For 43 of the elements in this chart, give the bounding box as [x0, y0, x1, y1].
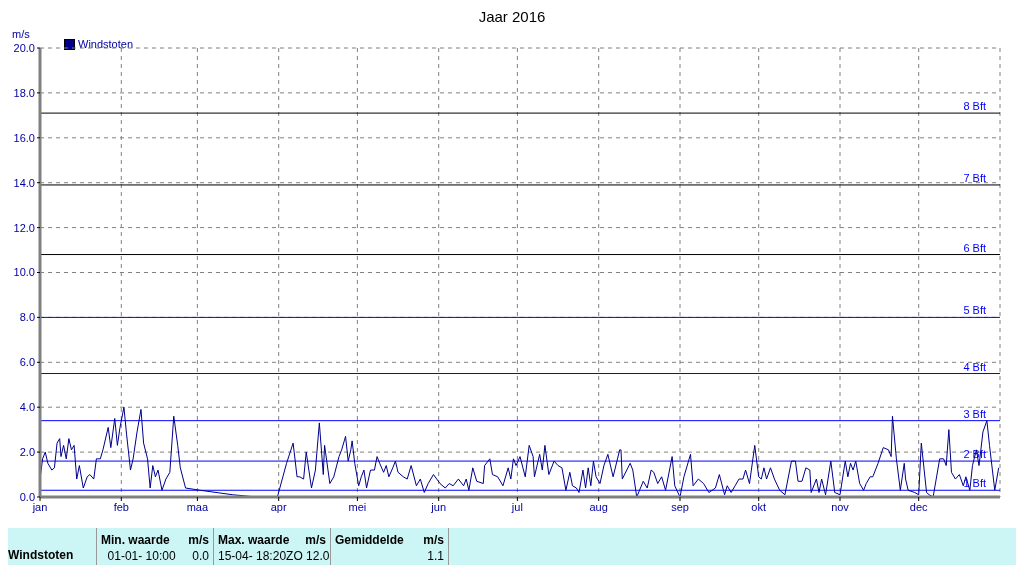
text: 15-04- 18:20ZO 12.0 — [218, 549, 330, 563]
x-tick-label: maa — [186, 500, 209, 513]
x-tick-label: jul — [510, 500, 523, 513]
ref-line-label: 7 Bft — [963, 171, 986, 184]
x-tick-label: jun — [430, 500, 447, 513]
text: Max. waarde — [218, 533, 290, 547]
text: Windstoten — [8, 548, 74, 562]
x-tick-label: nov — [831, 500, 850, 513]
ref-line-label: 3 Bft — [963, 407, 986, 420]
x-tick-label: feb — [113, 500, 129, 513]
text: m/s — [423, 533, 444, 547]
x-tick-label: aug — [589, 500, 608, 513]
chart-title: Jaar 2016 — [477, 8, 547, 25]
y-axis-title: m/s — [12, 28, 30, 40]
text: Min. waarde — [101, 533, 170, 547]
ref-line-label: 5 Bft — [963, 304, 986, 317]
ref-line-label: 1 Bft — [963, 477, 986, 490]
text: 01-01- 10:00 0.0 — [106, 549, 209, 563]
x-tick-label: okt — [751, 500, 767, 513]
text: m/s — [188, 533, 209, 547]
ref-line-label: 8 Bft — [963, 100, 986, 113]
ref-line-label: 4 Bft — [963, 360, 986, 373]
y-tick-label: 20.0 — [13, 41, 35, 54]
ref-line-label: 6 Bft — [963, 241, 986, 254]
text: Gemiddelde — [335, 533, 404, 547]
x-tick-label: dec — [909, 500, 929, 513]
y-tick-label: 12.0 — [13, 221, 35, 234]
x-tick-label: jan — [31, 500, 48, 513]
legend-label: Windstoten — [78, 38, 134, 50]
y-tick-label: 0.0 — [19, 490, 35, 503]
y-tick-label: 18.0 — [13, 86, 35, 99]
text: m/s — [305, 533, 326, 547]
x-tick-label: apr — [270, 500, 287, 513]
y-tick-label: 4.0 — [19, 401, 35, 414]
x-tick-label: mei — [348, 500, 367, 513]
x-tick-label: sep — [671, 500, 689, 513]
y-tick-label: 6.0 — [19, 356, 35, 369]
y-tick-label: 10.0 — [13, 266, 35, 279]
y-tick-label: 2.0 — [19, 446, 35, 459]
y-tick-label: 8.0 — [19, 311, 35, 324]
y-tick-label: 16.0 — [13, 131, 35, 144]
text: 1.1 — [426, 549, 444, 563]
y-tick-label: 14.0 — [13, 176, 35, 189]
